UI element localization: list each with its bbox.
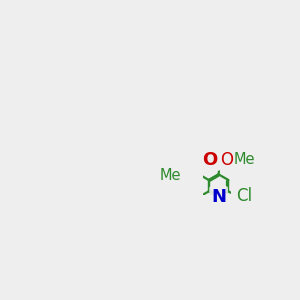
Text: Me: Me [160,168,182,183]
Text: Me: Me [234,152,255,167]
Text: O: O [202,151,218,169]
Text: Cl: Cl [236,187,253,205]
Text: N: N [211,188,226,206]
Text: O: O [220,151,234,169]
